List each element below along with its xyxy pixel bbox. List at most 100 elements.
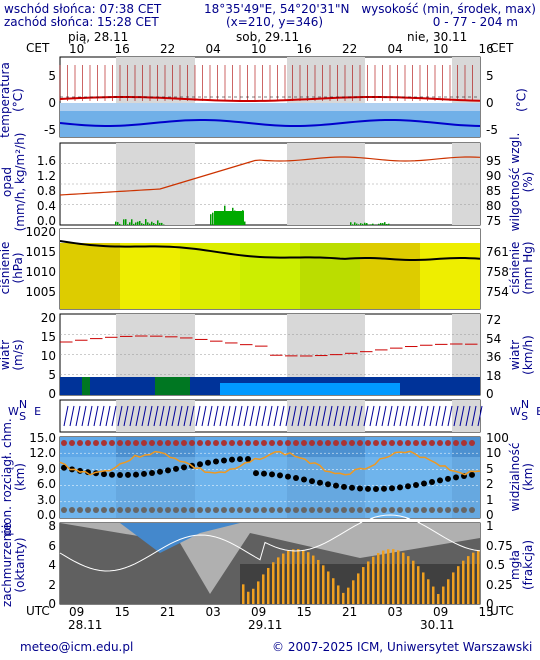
cloud-top-dot (293, 440, 299, 446)
night-band (287, 400, 365, 432)
temperature-tick-label: 0 (48, 96, 56, 110)
top-hour-label: 16 (114, 42, 130, 56)
low-cloud-dot (397, 507, 403, 513)
fog-bar (357, 573, 360, 604)
precip-bar (129, 222, 131, 225)
pressure-fill (408, 229, 420, 309)
fog-bar (292, 549, 295, 604)
wind-arrow (159, 405, 165, 427)
top-hour-label: 10 (251, 42, 267, 56)
precip-bar (151, 221, 153, 225)
fog-tick-label: 0 (486, 597, 494, 611)
wind-arrow (285, 405, 291, 427)
cloud-base-dot (413, 482, 419, 489)
precip-bar (133, 223, 135, 225)
temperature-tick-label: -5 (44, 123, 56, 137)
precip-bar (123, 219, 125, 225)
fog-bar (457, 566, 460, 604)
sunrise-text: wschód słońca: 07:38 CET (4, 2, 162, 16)
coordinates-text: 18°35'49"E, 54°20'31"N (204, 2, 350, 16)
contact-email[interactable]: meteo@icm.edu.pl (20, 640, 134, 654)
top-hour-label: 16 (478, 42, 494, 56)
pressure-fill (336, 229, 348, 309)
cloud-top-dot (197, 440, 203, 446)
wind-arrow (93, 405, 99, 427)
pressure-fill (108, 229, 120, 309)
fog-bar (467, 556, 470, 604)
total-cloud-line (59, 514, 481, 572)
cloud-top-dot (85, 440, 91, 446)
wind-arrow (447, 405, 453, 427)
cloud-height-tick-label: 0.0 (36, 508, 56, 522)
night-band (452, 400, 480, 432)
precip-bar (386, 224, 388, 225)
day-label-3: nie, 30.11 (407, 30, 468, 44)
precip-bar (149, 223, 151, 225)
low-cloud-dot (349, 507, 355, 513)
cloud-top-dot (181, 440, 187, 446)
wind-arrow (225, 405, 231, 427)
wind-tick-label: 5 (48, 368, 56, 382)
wind-arrow (351, 405, 357, 427)
pressure-tick-label: 1005 (25, 285, 56, 299)
cloud-base-dot (109, 471, 115, 478)
fog-label-right: mgła (frakcja) (508, 539, 535, 591)
pressure-fill (216, 229, 228, 309)
cloud-top-dot (373, 440, 379, 446)
wind-arrow (405, 405, 411, 427)
cloud-top-dot (261, 440, 267, 446)
elevation-label: wysokość (min, środek, max) (361, 2, 536, 16)
cloud-base-dot (397, 484, 403, 491)
fog-bar (307, 552, 310, 604)
fog-bar (462, 560, 465, 604)
pressure-fill (132, 229, 144, 309)
cloud-top-dot (309, 440, 315, 446)
cloud-base-dot (421, 480, 427, 487)
wind-tick-label: 15 (40, 330, 56, 344)
pressure-fill (468, 229, 480, 309)
dew-point-line (59, 118, 481, 127)
wind-arrow (135, 405, 141, 427)
wind-arrow (189, 405, 195, 427)
precip-bar (366, 223, 368, 225)
cloud-base-dot (133, 471, 139, 478)
precip-bar (388, 223, 390, 225)
fog-bar (312, 555, 315, 604)
cloud-base-dot (117, 471, 123, 478)
cloud-height-tick-label: 12.0 (29, 446, 56, 461)
visibility-tick-label: 5 (486, 461, 494, 476)
fog-bar (447, 579, 450, 604)
cloud-top-dot (437, 440, 443, 446)
cloud-height-tick-label: 3.0 (36, 492, 56, 507)
wind-arrow (267, 405, 273, 427)
low-cloud-dot (125, 507, 131, 513)
low-cloud-dot (181, 507, 187, 513)
fog-tick-label: 0.25 (486, 577, 513, 592)
precip-bar (372, 223, 374, 225)
precip-bar (145, 219, 147, 225)
wind-arrow (345, 405, 351, 427)
wind-kmh-tick-label: 36 (486, 350, 502, 364)
precip-bar (155, 224, 157, 225)
cloud-base-dot (125, 471, 131, 478)
cloud-top-dot (173, 440, 179, 446)
precip-bar (147, 222, 149, 225)
wind-arrow (195, 405, 201, 427)
fog-bar (362, 567, 365, 604)
pressure-fill (60, 229, 72, 309)
fog-bar (302, 550, 305, 604)
cloud-base-dot (229, 456, 235, 463)
cloud-top-dot (445, 440, 451, 446)
pressure-tick-label: 1020 (25, 225, 56, 239)
visibility-tick-label: 100 (486, 431, 509, 445)
bottom-hour-label: 21 (342, 605, 358, 619)
wind-label-right: wiatr (km/h) (508, 335, 535, 375)
low-cloud-dot (253, 507, 259, 513)
cloud-top-dot (301, 440, 307, 446)
cloud-base-dot (309, 478, 315, 485)
cloud-top-dot (333, 440, 339, 446)
precip-bar (161, 222, 163, 225)
top-hour-label: 22 (342, 42, 358, 56)
precip-bar (119, 223, 121, 225)
timezone-bottom-right: UTC (490, 604, 514, 618)
